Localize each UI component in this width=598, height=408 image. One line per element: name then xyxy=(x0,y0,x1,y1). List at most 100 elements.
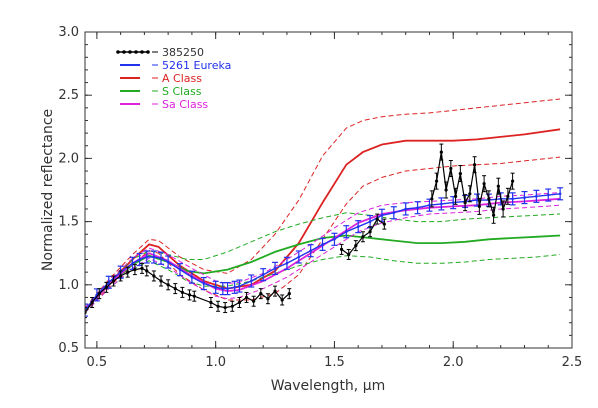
data-point xyxy=(444,188,448,192)
data-point xyxy=(523,196,526,199)
legend-label: Sa Class xyxy=(162,98,208,111)
legend-label: 5261 Eureka xyxy=(162,59,231,72)
data-point xyxy=(546,193,550,197)
data-point xyxy=(221,287,225,290)
data-point xyxy=(511,197,514,201)
data-point xyxy=(354,244,358,248)
data-point xyxy=(473,163,477,167)
data-point xyxy=(297,255,301,259)
data-point xyxy=(368,230,372,234)
legend-marker xyxy=(134,50,138,54)
data-point xyxy=(428,203,431,207)
data-point xyxy=(244,295,249,300)
data-point xyxy=(285,262,289,265)
series-385250-segment xyxy=(431,152,514,216)
data-point xyxy=(90,300,94,305)
data-point xyxy=(133,268,137,272)
data-point xyxy=(159,256,163,260)
data-point xyxy=(463,201,467,205)
data-point xyxy=(131,262,134,265)
data-point xyxy=(138,258,141,261)
series-sa-class-line xyxy=(85,197,561,311)
data-point xyxy=(368,220,372,223)
data-point xyxy=(333,237,336,241)
data-point xyxy=(226,287,229,290)
series-a-class-upper-envelope xyxy=(85,98,561,308)
data-point xyxy=(111,279,116,283)
data-point xyxy=(126,270,130,274)
data-point xyxy=(511,179,515,183)
data-point xyxy=(416,206,419,209)
data-point xyxy=(152,274,156,278)
x-tick-label: 1.0 xyxy=(205,355,226,370)
y-tick-label: 0.5 xyxy=(58,341,79,356)
data-point xyxy=(380,213,384,217)
y-tick-label: 1.5 xyxy=(58,215,79,230)
data-point xyxy=(482,182,486,186)
data-point xyxy=(440,202,443,206)
data-point xyxy=(449,166,453,171)
data-point xyxy=(382,222,386,226)
y-tick-label: 3.0 xyxy=(58,25,79,40)
data-point xyxy=(180,290,184,294)
data-point xyxy=(233,286,236,289)
data-point xyxy=(223,305,227,310)
data-point xyxy=(152,255,156,259)
data-point xyxy=(535,195,538,198)
data-point xyxy=(361,235,365,239)
y-axis-title: Normalized reflectance xyxy=(40,109,56,271)
y-tick-label: 1.0 xyxy=(58,278,79,293)
data-point xyxy=(558,192,562,196)
x-tick-label: 2.5 xyxy=(562,355,583,370)
data-point xyxy=(309,249,312,252)
data-point xyxy=(439,150,443,154)
data-point xyxy=(238,284,241,288)
x-tick-label: 1.5 xyxy=(324,355,345,370)
data-point xyxy=(475,198,479,202)
axes-layer: 0.5 1.0 1.5 2.0 2.5 0.5 1.0 1.5 2.0 2.5 3.0 xyxy=(58,25,582,370)
data-point xyxy=(468,192,472,196)
data-point xyxy=(190,275,194,279)
legend-marker xyxy=(128,50,132,54)
data-point xyxy=(458,171,462,176)
data-point xyxy=(347,252,351,257)
plot-frame xyxy=(84,31,573,349)
data-point xyxy=(287,292,291,296)
x-axis-title: Wavelength, µm xyxy=(271,378,386,394)
data-point xyxy=(145,269,149,273)
legend-label: 385250 xyxy=(162,46,204,59)
data-point xyxy=(252,299,256,303)
data-point xyxy=(261,273,265,276)
series-s-class-upper-envelope xyxy=(85,212,561,308)
data-point xyxy=(392,211,396,215)
data-point xyxy=(273,267,277,270)
data-point xyxy=(259,292,263,296)
data-point xyxy=(230,304,234,308)
data-point xyxy=(280,298,284,302)
data-point xyxy=(192,294,196,298)
data-point xyxy=(339,247,344,252)
data-point xyxy=(104,285,108,289)
data-point xyxy=(202,282,206,285)
data-point xyxy=(501,207,505,211)
data-point xyxy=(273,289,277,293)
series-a-class-lower-envelope xyxy=(85,156,561,313)
data-point xyxy=(97,292,101,296)
legend-marker xyxy=(140,50,144,54)
data-point xyxy=(434,179,439,183)
data-point xyxy=(345,230,348,234)
data-point xyxy=(166,260,170,264)
data-point xyxy=(145,255,149,259)
series-5261-eureka-line xyxy=(85,193,561,311)
data-point xyxy=(166,283,170,287)
series-sa-class-lower-envelope xyxy=(85,204,561,313)
data-point xyxy=(356,225,360,228)
series-s-class-line xyxy=(85,234,561,311)
data-point xyxy=(404,207,408,211)
data-point xyxy=(178,268,182,271)
data-point xyxy=(430,197,434,201)
series-a-class-line xyxy=(85,128,561,311)
data-point xyxy=(119,274,123,278)
